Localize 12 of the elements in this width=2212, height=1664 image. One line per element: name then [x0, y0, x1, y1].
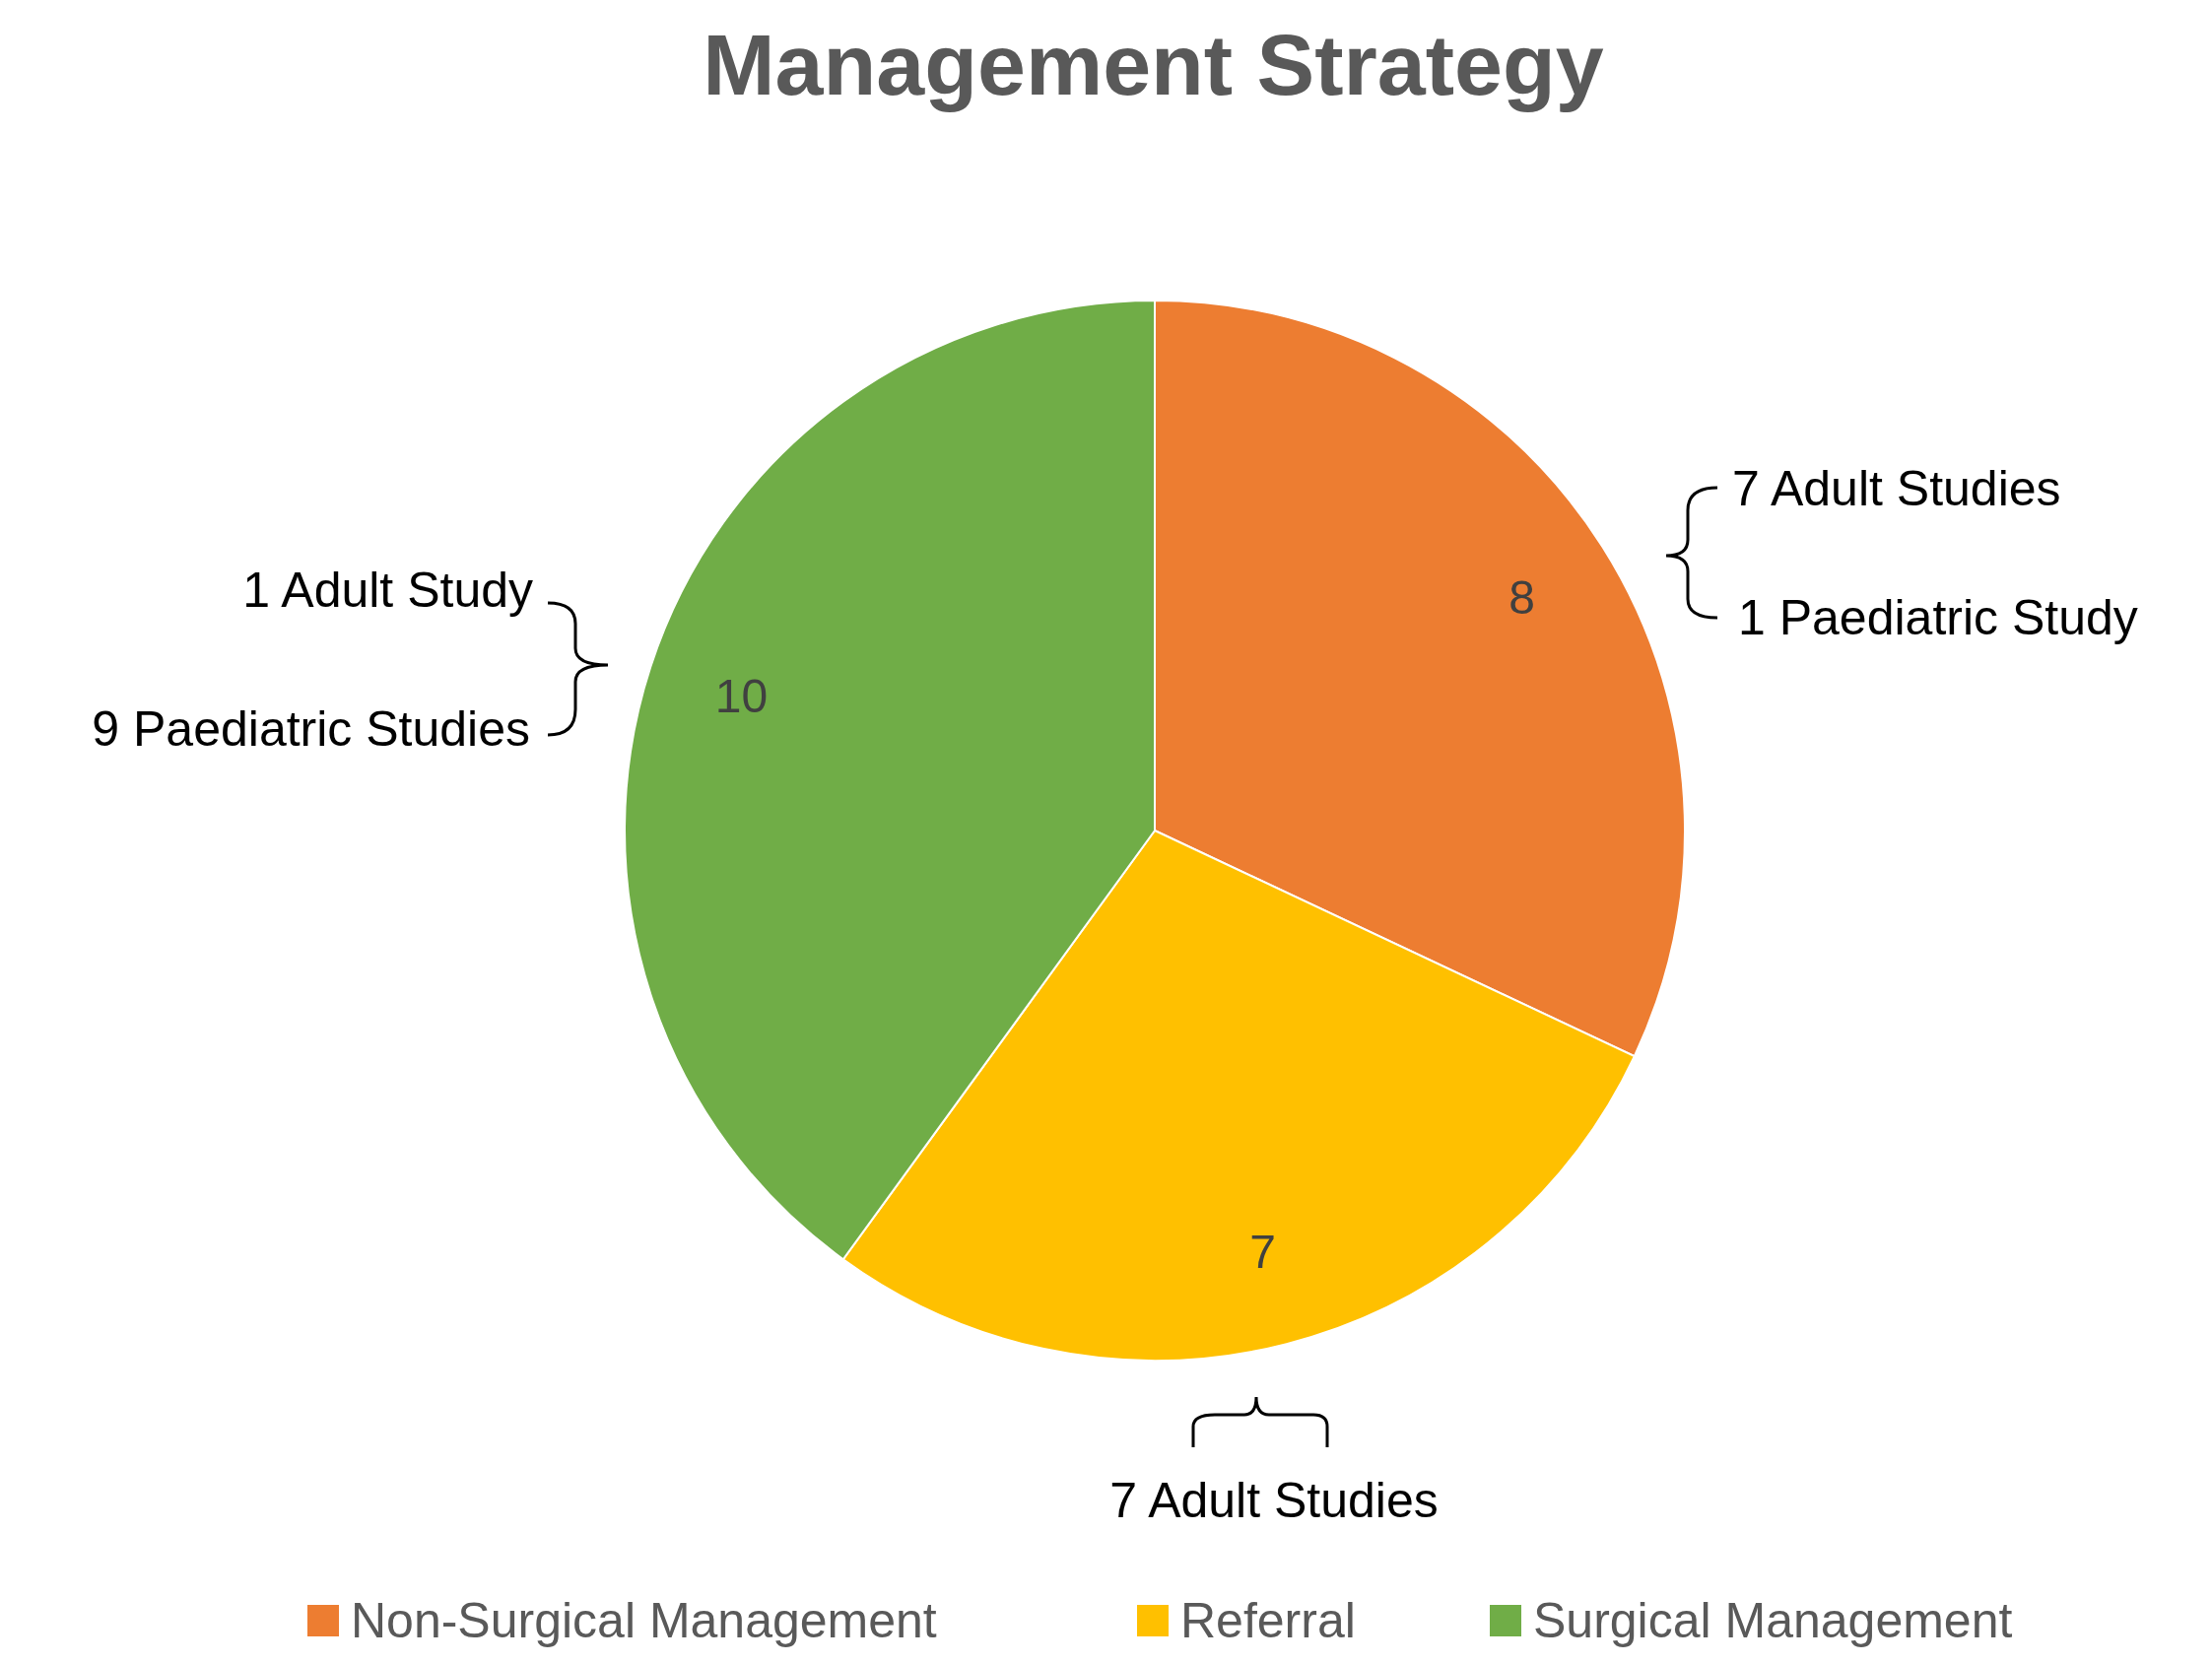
text: 1 Paediatric Study — [1738, 590, 2138, 645]
text: 1 Adult Study — [242, 563, 533, 618]
text: 9 Paediatric Studies — [92, 701, 530, 757]
text: 7 Adult Studies — [1109, 1473, 1439, 1528]
legend-label: Referral — [1180, 1593, 1356, 1648]
legend-label: Surgical Management — [1533, 1593, 2013, 1648]
text: 7 Adult Studies — [1732, 461, 2061, 516]
chart-title: Management Strategy — [703, 16, 1604, 113]
data-label: 10 — [714, 670, 769, 723]
data-label: 8 — [1508, 571, 1535, 625]
data-label: 7 — [1249, 1225, 1277, 1278]
legend-label: Non-Surgical Management — [351, 1593, 937, 1648]
